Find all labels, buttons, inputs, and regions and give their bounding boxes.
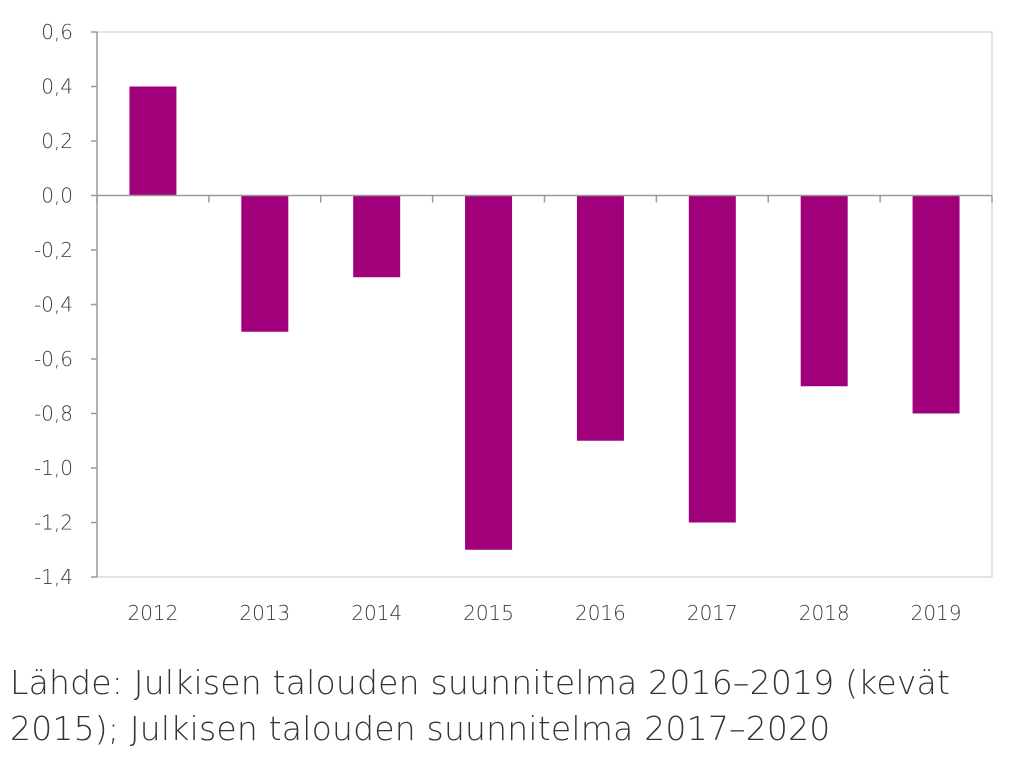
bar-2017: [688, 195, 736, 523]
x-tick-label: 2014: [351, 601, 402, 625]
x-tick-label: 2017: [687, 601, 738, 625]
bar-2018: [800, 195, 848, 387]
bar-2012: [129, 86, 177, 196]
y-tick-label: -0,2: [34, 238, 73, 262]
bar-2016: [576, 195, 624, 441]
y-tick-label: -1,2: [34, 511, 73, 535]
x-tick-label: 2012: [127, 601, 178, 625]
x-tick-label: 2016: [575, 601, 626, 625]
y-tick-label: 0,6: [41, 20, 73, 44]
y-tick-label: 0,4: [41, 75, 73, 99]
y-tick-label: -1,4: [34, 565, 73, 589]
y-tick-label: -1,0: [34, 456, 73, 480]
source-note-line-2: 2015); Julkisen talouden suunnitelma 201…: [10, 709, 831, 748]
bar-2015: [465, 195, 513, 550]
plot-border: [96, 31, 993, 578]
source-note-line-1: Lähde: Julkisen talouden suunnitelma 201…: [10, 663, 951, 702]
x-tick-label: 2013: [239, 601, 290, 625]
y-tick-label: -0,8: [34, 402, 73, 426]
x-tick-label: 2018: [799, 601, 850, 625]
bar-2014: [353, 195, 401, 278]
bar-chart: 0,6 0,4 0,2 0,0 -0,2 -0,4 -0,6 -0,8 -1,0 -1,2 -1,4…: [34, 20, 993, 625]
chart-canvas: 0,6 0,4 0,2 0,0 -0,2 -0,4 -0,6 -0,8 -1,0 -1,2 -1,4…: [34, 20, 993, 625]
y-tick-label: -0,4: [34, 293, 73, 317]
y-tick-label: 0,2: [41, 129, 73, 153]
bar-2013: [241, 195, 289, 332]
y-tick-label: 0,0: [41, 184, 73, 208]
x-tick-label: 2019: [911, 601, 962, 625]
x-tick-label: 2015: [463, 601, 514, 625]
bar-2019: [912, 195, 960, 414]
source-note: Lähde: Julkisen talouden suunnitelma 201…: [10, 660, 1010, 752]
y-tick-label: -0,6: [34, 347, 73, 371]
